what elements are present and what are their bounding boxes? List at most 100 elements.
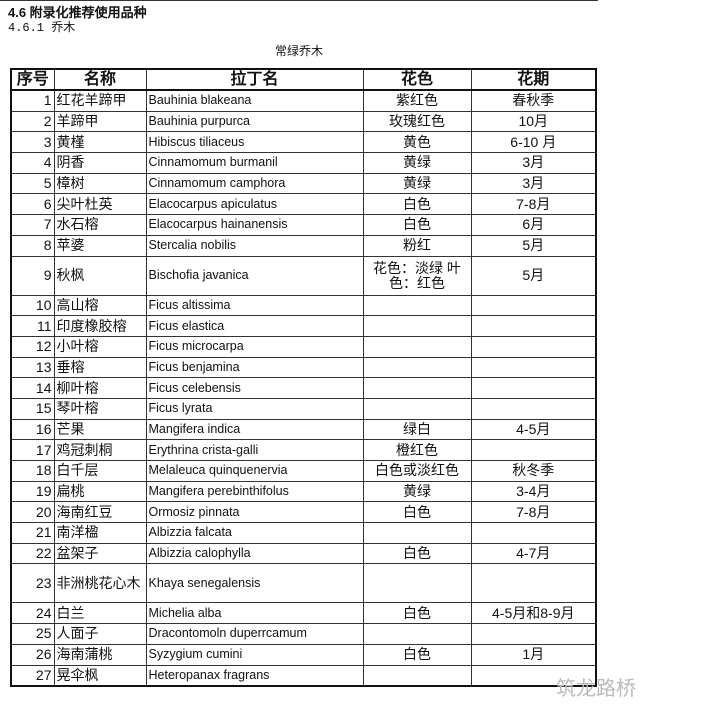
- cell-latin: Bauhinia blakeana: [145, 89, 364, 112]
- cell-name: 海南红豆: [53, 501, 147, 524]
- cell-index: 11: [10, 315, 55, 337]
- cell-period: 6-10 月: [470, 131, 597, 154]
- cell-name: 人面子: [53, 623, 147, 645]
- cell-index: 13: [10, 356, 55, 379]
- cell-name: 阴香: [53, 152, 147, 174]
- cell-index: 25: [10, 623, 55, 645]
- cell-index: 9: [10, 255, 55, 296]
- table-row: 3 黄槿 Hibiscus tiliaceus 黄色 6-10 月: [10, 131, 597, 154]
- cell-latin: Melaleuca quinquenervia: [145, 460, 364, 482]
- cell-name: 南洋楹: [53, 522, 147, 544]
- table-row: 2 羊蹄甲 Bauhinia purpurca 玫瑰红色 10月: [10, 110, 597, 133]
- cell-latin: Dracontomoln duperrcamum: [145, 623, 364, 645]
- table-row: 21 南洋楹 Albizzia falcata: [10, 522, 597, 544]
- table-row: 13 垂榕 Ficus benjamina: [10, 356, 597, 379]
- cell-color: [362, 294, 472, 317]
- col-header: 拉丁名: [145, 68, 364, 91]
- cell-index: 24: [10, 602, 55, 625]
- table-row: 1 红花羊蹄甲 Bauhinia blakeana 紫红色 春秋季: [10, 89, 597, 112]
- table-row: 19 扁桃 Mangifera perebinthifolus 黄绿 3-4月: [10, 480, 597, 503]
- cell-latin: Albizzia calophylla: [145, 542, 364, 565]
- cell-color: [362, 664, 472, 687]
- table-row: 7 水石榕 Elacocarpus hainanensis 白色 6月: [10, 214, 597, 236]
- cell-latin: Syzygium cumini: [145, 643, 364, 666]
- cell-color: [362, 623, 472, 645]
- cell-color: [362, 315, 472, 337]
- cell-name: 晃伞枫: [53, 664, 147, 687]
- cell-period: 10月: [470, 110, 597, 133]
- table-row: 25 人面子 Dracontomoln duperrcamum: [10, 623, 597, 645]
- table-row: 14 柳叶榕 Ficus celebensis: [10, 377, 597, 399]
- cell-index: 19: [10, 480, 55, 503]
- subsection-heading: 4.6.1 乔木: [8, 21, 76, 35]
- cell-name: 琴叶榕: [53, 397, 147, 420]
- table-row: 15 琴叶榕 Ficus lyrata: [10, 397, 597, 420]
- cell-index: 17: [10, 439, 55, 461]
- table-row: 24 白兰 Michelia alba 白色 4-5月和8-9月: [10, 602, 597, 625]
- cell-name: 柳叶榕: [53, 377, 147, 399]
- cell-name: 小叶榕: [53, 335, 147, 358]
- cell-latin: Erythrina crista-galli: [145, 439, 364, 461]
- col-header: 花色: [362, 68, 472, 91]
- top-rule: [0, 0, 598, 1]
- cell-latin: Bischofia javanica: [145, 255, 364, 296]
- cell-color: 绿白: [362, 418, 472, 441]
- cell-period: 3-4月: [470, 480, 597, 503]
- cell-color: 黄绿: [362, 480, 472, 503]
- cell-color: 粉红: [362, 234, 472, 257]
- cell-latin: Khaya senegalensis: [145, 563, 364, 604]
- cell-color: [362, 522, 472, 544]
- cell-name: 黄槿: [53, 131, 147, 154]
- cell-latin: Mangifera perebinthifolus: [145, 480, 364, 503]
- cell-name: 红花羊蹄甲: [53, 89, 147, 112]
- cell-period: 4-5月和8-9月: [470, 602, 597, 625]
- cell-index: 8: [10, 234, 55, 257]
- section-heading: 4.6 附录化推荐使用品种: [8, 5, 147, 20]
- cell-color: 花色：淡绿 叶色：红色: [362, 255, 472, 296]
- cell-color: [362, 335, 472, 358]
- cell-color: [362, 563, 472, 604]
- cell-index: 18: [10, 460, 55, 482]
- cell-index: 3: [10, 131, 55, 154]
- cell-period: 3月: [470, 172, 597, 195]
- cell-name: 非洲桃花心木: [53, 563, 147, 604]
- cell-period: 3月: [470, 152, 597, 174]
- cell-name: 垂榕: [53, 356, 147, 379]
- cell-period: 6月: [470, 214, 597, 236]
- cell-period: [470, 356, 597, 379]
- cell-color: 白色: [362, 501, 472, 524]
- cell-index: 22: [10, 542, 55, 565]
- cell-latin: Ficus microcarpa: [145, 335, 364, 358]
- cell-index: 2: [10, 110, 55, 133]
- table-row: 8 苹婆 Stercalia nobilis 粉红 5月: [10, 234, 597, 257]
- cell-period: [470, 377, 597, 399]
- cell-index: 21: [10, 522, 55, 544]
- cell-name: 水石榕: [53, 214, 147, 236]
- cell-color: 白色: [362, 542, 472, 565]
- cell-color: 黄绿: [362, 152, 472, 174]
- cell-index: 16: [10, 418, 55, 441]
- cell-period: 4-7月: [470, 542, 597, 565]
- cell-index: 14: [10, 377, 55, 399]
- cell-color: 白色或淡红色: [362, 460, 472, 482]
- table-row: 22 盆架子 Albizzia calophylla 白色 4-7月: [10, 542, 597, 565]
- cell-name: 尖叶杜英: [53, 193, 147, 216]
- cell-index: 15: [10, 397, 55, 420]
- cell-color: [362, 356, 472, 379]
- table-row: 9 秋枫 Bischofia javanica 花色：淡绿 叶色：红色 5月: [10, 255, 597, 296]
- cell-index: 7: [10, 214, 55, 236]
- cell-name: 苹婆: [53, 234, 147, 257]
- col-header: 序号: [10, 68, 55, 91]
- cell-period: 4-5月: [470, 418, 597, 441]
- table-row: 6 尖叶杜英 Elacocarpus apiculatus 白色 7-8月: [10, 193, 597, 216]
- cell-index: 1: [10, 89, 55, 112]
- cell-name: 印度橡胶榕: [53, 315, 147, 337]
- table-row: 12 小叶榕 Ficus microcarpa: [10, 335, 597, 358]
- cell-latin: Ficus elastica: [145, 315, 364, 337]
- cell-color: 白色: [362, 214, 472, 236]
- cell-name: 羊蹄甲: [53, 110, 147, 133]
- cell-name: 芒果: [53, 418, 147, 441]
- cell-name: 樟树: [53, 172, 147, 195]
- species-table: 序号 名称 拉丁名 花色 花期 1 红花羊蹄甲 Bauhinia blakeana 紫…: [10, 68, 597, 688]
- cell-latin: Ficus altissima: [145, 294, 364, 317]
